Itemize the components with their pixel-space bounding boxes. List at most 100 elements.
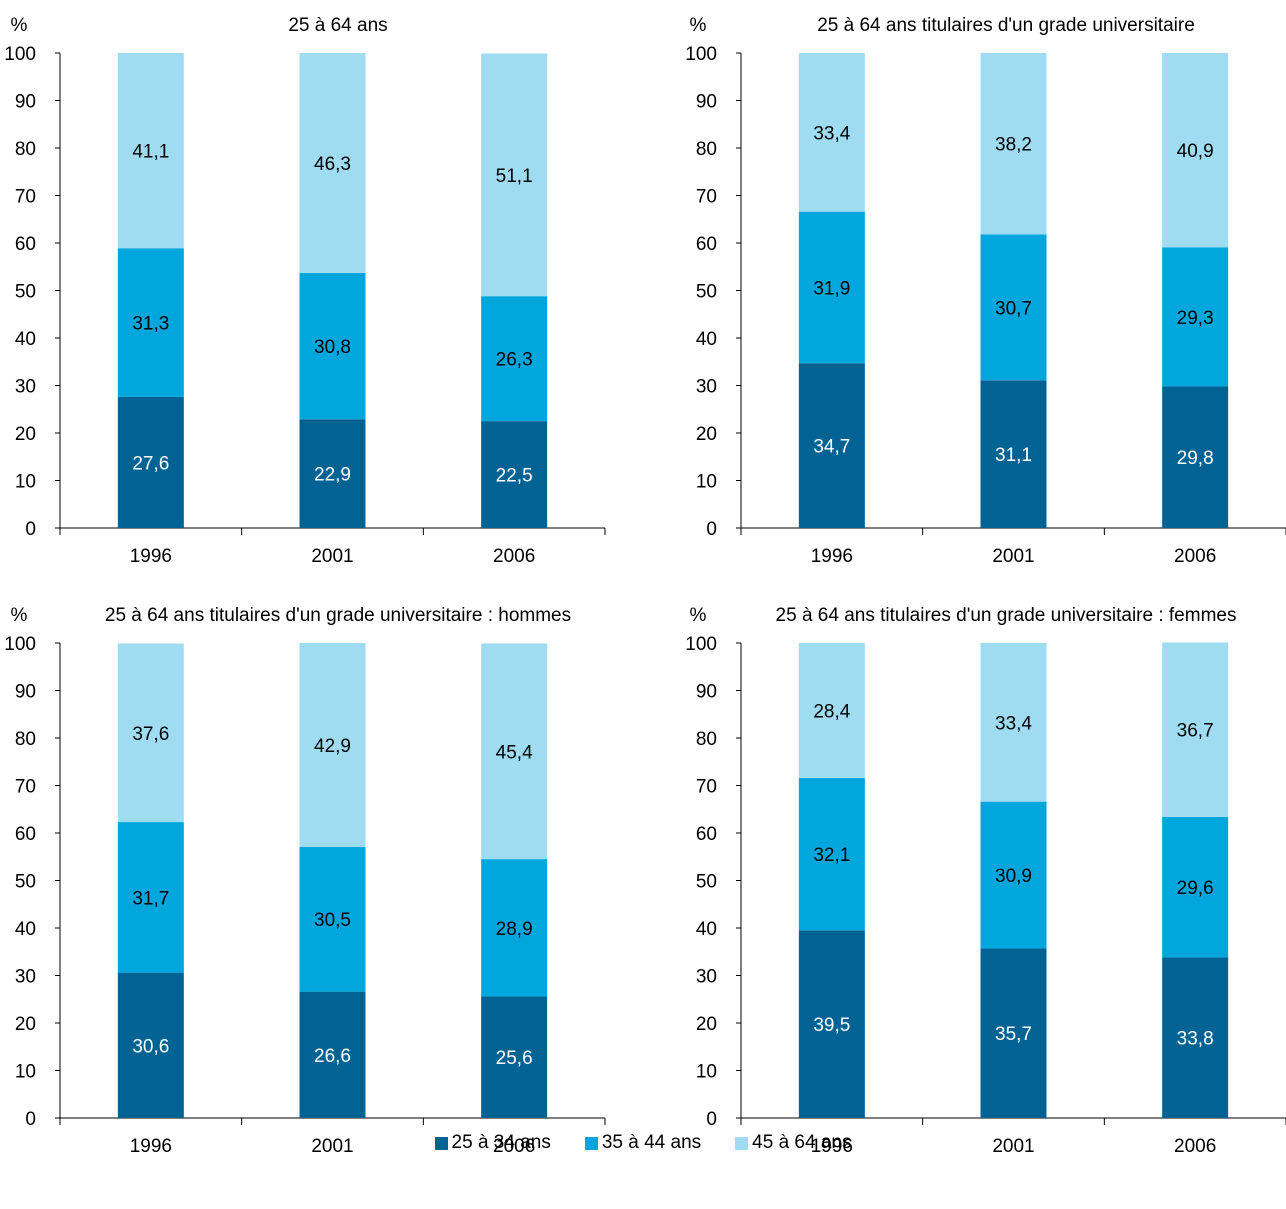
y-tick-label: 40	[15, 919, 36, 940]
y-tick-label: 20	[696, 1014, 717, 1035]
y-tick-label: 100	[685, 44, 717, 65]
y-tick-label: 10	[696, 472, 717, 493]
x-category-label: 2006	[1174, 546, 1216, 567]
y-tick-label: 90	[696, 682, 717, 703]
y-tick-label: 80	[15, 139, 36, 160]
y-axis-unit-label: %	[11, 605, 28, 626]
x-category-label: 1996	[130, 546, 172, 567]
bar-value-label: 32,1	[813, 845, 850, 866]
y-tick-label: 60	[696, 824, 717, 845]
x-category-label: 2006	[1174, 1136, 1216, 1157]
y-tick-label: 90	[15, 92, 36, 113]
y-tick-label: 30	[15, 377, 36, 398]
y-tick-label: 50	[696, 872, 717, 893]
chart-title: 25 à 64 ans titulaires d'un grade univer…	[817, 15, 1195, 36]
x-category-label: 2001	[311, 1136, 353, 1157]
bar-segment	[798, 211, 865, 364]
bar-segment	[299, 643, 366, 847]
bar-value-label: 29,8	[1177, 448, 1214, 469]
y-tick-label: 0	[25, 1109, 36, 1130]
bar-segment	[299, 53, 366, 273]
bar-value-label: 22,5	[496, 466, 533, 487]
x-category-label: 2001	[311, 546, 353, 567]
y-tick-label: 20	[15, 424, 36, 445]
y-tick-label: 90	[696, 92, 717, 113]
bar-segment	[798, 53, 865, 212]
bar-value-label: 30,5	[314, 910, 351, 931]
bar-segment	[980, 948, 1047, 1118]
bar-value-label: 33,8	[1177, 1029, 1214, 1050]
bar-value-label: 26,3	[496, 350, 533, 371]
legend-swatch-35-44	[584, 1136, 598, 1150]
y-tick-label: 60	[15, 824, 36, 845]
x-category-label: 2001	[992, 546, 1034, 567]
chart-title: 25 à 64 ans titulaires d'un grade univer…	[776, 605, 1237, 626]
bar-value-label: 26,6	[314, 1046, 351, 1067]
x-category-label: 1996	[130, 1136, 172, 1157]
y-tick-label: 80	[15, 729, 36, 750]
y-tick-label: 30	[15, 967, 36, 988]
bar-value-label: 25,6	[496, 1048, 533, 1069]
y-tick-label: 90	[15, 682, 36, 703]
y-tick-label: 50	[15, 872, 36, 893]
bar-value-label: 33,4	[995, 713, 1032, 734]
bar-segment	[299, 272, 366, 420]
bar-segment	[481, 859, 548, 997]
bar-segment	[798, 643, 865, 778]
bar-value-label: 39,5	[813, 1015, 850, 1036]
y-tick-label: 70	[696, 187, 717, 208]
y-tick-label: 70	[15, 187, 36, 208]
bar-segment	[299, 846, 366, 992]
y-axis-unit-label: %	[690, 15, 707, 36]
y-tick-label: 20	[15, 1014, 36, 1035]
y-tick-label: 60	[15, 234, 36, 255]
bar-value-label: 31,7	[132, 888, 169, 909]
y-tick-label: 10	[15, 1062, 36, 1083]
bar-segment	[980, 380, 1047, 528]
bar-value-label: 37,6	[132, 724, 169, 745]
x-category-label: 1996	[811, 546, 853, 567]
y-tick-label: 0	[25, 519, 36, 540]
y-tick-label: 40	[696, 919, 717, 940]
bar-value-label: 27,6	[132, 453, 169, 474]
y-tick-label: 100	[4, 634, 36, 655]
bar-segment	[980, 53, 1047, 235]
y-tick-label: 30	[696, 967, 717, 988]
bar-value-label: 30,6	[132, 1036, 169, 1057]
legend-swatch-25-34	[434, 1136, 448, 1150]
bar-value-label: 31,9	[813, 278, 850, 299]
y-tick-label: 10	[15, 472, 36, 493]
x-category-label: 2001	[992, 1136, 1034, 1157]
bar-segment	[117, 248, 184, 397]
bar-value-label: 29,3	[1177, 308, 1214, 329]
bar-segment	[1162, 957, 1229, 1118]
y-tick-label: 10	[696, 1062, 717, 1083]
bar-segment	[980, 234, 1047, 381]
y-axis-unit-label: %	[11, 15, 28, 36]
bar-segment	[798, 777, 865, 931]
y-tick-label: 30	[696, 377, 717, 398]
y-tick-label: 20	[696, 424, 717, 445]
bar-segment	[117, 643, 184, 823]
y-tick-label: 60	[696, 234, 717, 255]
bar-segment	[481, 53, 548, 297]
legend-item-25-34: 25 à 34 ans	[434, 1132, 551, 1154]
y-tick-label: 0	[706, 1109, 717, 1130]
bar-value-label: 28,4	[813, 701, 850, 722]
legend-swatch-45-64	[735, 1136, 749, 1150]
x-category-label: 2006	[493, 1136, 535, 1157]
bar-value-label: 31,1	[995, 445, 1032, 466]
bar-value-label: 30,9	[995, 866, 1032, 887]
bar-value-label: 28,9	[496, 919, 533, 940]
bar-segment	[481, 296, 548, 422]
bar-value-label: 46,3	[314, 154, 351, 175]
bar-segment	[117, 972, 184, 1118]
bar-segment	[481, 643, 548, 860]
y-tick-label: 70	[696, 777, 717, 798]
bar-segment	[117, 822, 184, 973]
y-tick-label: 100	[685, 634, 717, 655]
bar-segment	[117, 53, 184, 249]
bar-segment	[798, 363, 865, 528]
bar-value-label: 29,6	[1177, 878, 1214, 899]
bar-segment	[299, 419, 366, 528]
